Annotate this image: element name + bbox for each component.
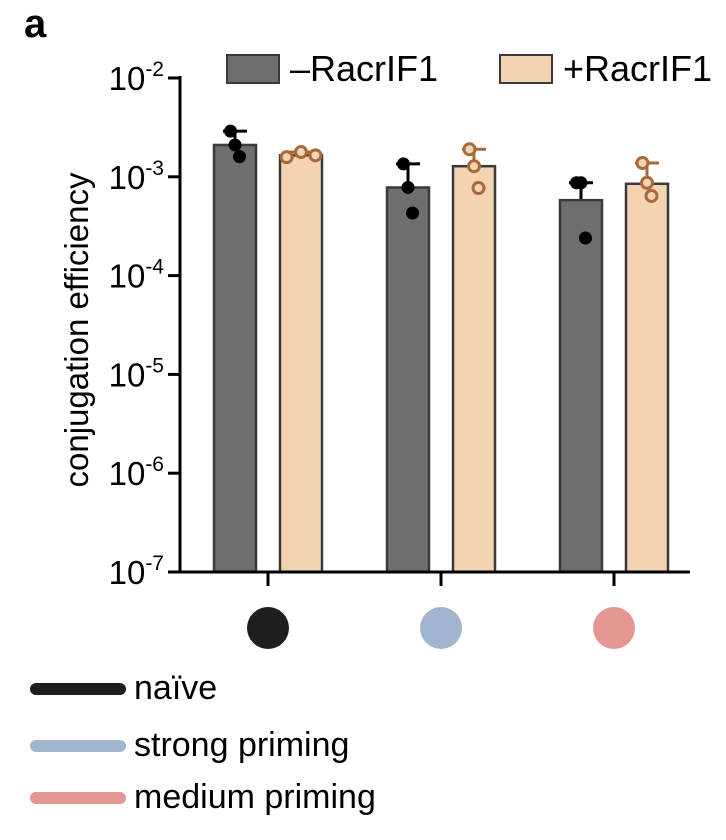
data-point <box>462 142 477 157</box>
data-point <box>640 175 654 190</box>
data-point <box>397 157 410 171</box>
bar <box>558 198 604 574</box>
condition-markers <box>247 607 635 649</box>
data-point <box>401 180 415 194</box>
y-tick-label: 10-3 <box>109 157 164 196</box>
y-tick-label: 10-6 <box>109 453 164 492</box>
legend-item-plus: +RacrIF1 <box>499 48 712 90</box>
condition-circle <box>593 607 635 649</box>
bar <box>212 143 258 574</box>
data-point <box>467 159 481 174</box>
condition-legend-strong: strong priming <box>30 726 349 765</box>
data-point <box>279 150 294 165</box>
condition-label-naive: naïve <box>134 669 218 707</box>
legend-swatch-plus <box>499 54 553 84</box>
legend-label-minus: –RacrIF1 <box>290 48 439 89</box>
condition-line-naive <box>30 682 126 695</box>
data-point <box>224 124 237 138</box>
data-point <box>233 150 246 164</box>
condition-circle <box>247 607 289 649</box>
data-point <box>579 231 592 245</box>
condition-legend-naive: naïve <box>30 669 217 708</box>
bar <box>278 154 324 574</box>
condition-legend-medium: medium priming <box>30 778 376 817</box>
data-point <box>294 145 308 160</box>
data-point <box>574 176 588 190</box>
data-point <box>471 181 486 196</box>
y-tick-label: 10-4 <box>109 256 165 295</box>
condition-label-medium: medium priming <box>134 778 376 816</box>
condition-label-strong: strong priming <box>134 726 350 764</box>
bar <box>624 182 670 574</box>
condition-circle <box>420 607 462 649</box>
panel-label: a <box>24 2 47 46</box>
y-tick-label: 10-7 <box>109 552 164 591</box>
y-tick-label: 10-5 <box>109 354 164 393</box>
data-point <box>635 155 650 170</box>
y-axis-label: conjugation efficiency <box>58 172 95 487</box>
data-point <box>228 138 242 152</box>
bar <box>385 186 431 574</box>
condition-line-medium <box>30 791 126 804</box>
legend-item-minus: –RacrIF1 <box>226 48 438 90</box>
y-tick-label: 10-2 <box>109 58 164 97</box>
data-point <box>308 148 323 163</box>
data-point <box>406 206 419 220</box>
condition-line-strong <box>30 739 126 752</box>
chart-marks <box>212 124 670 574</box>
data-point <box>644 188 659 203</box>
legend-swatch-minus <box>226 54 280 84</box>
bar <box>451 164 497 574</box>
y-axis: 10-2 10-3 10-4 10-5 10-6 10-7 <box>109 58 690 591</box>
legend-label-plus: +RacrIF1 <box>563 48 713 89</box>
